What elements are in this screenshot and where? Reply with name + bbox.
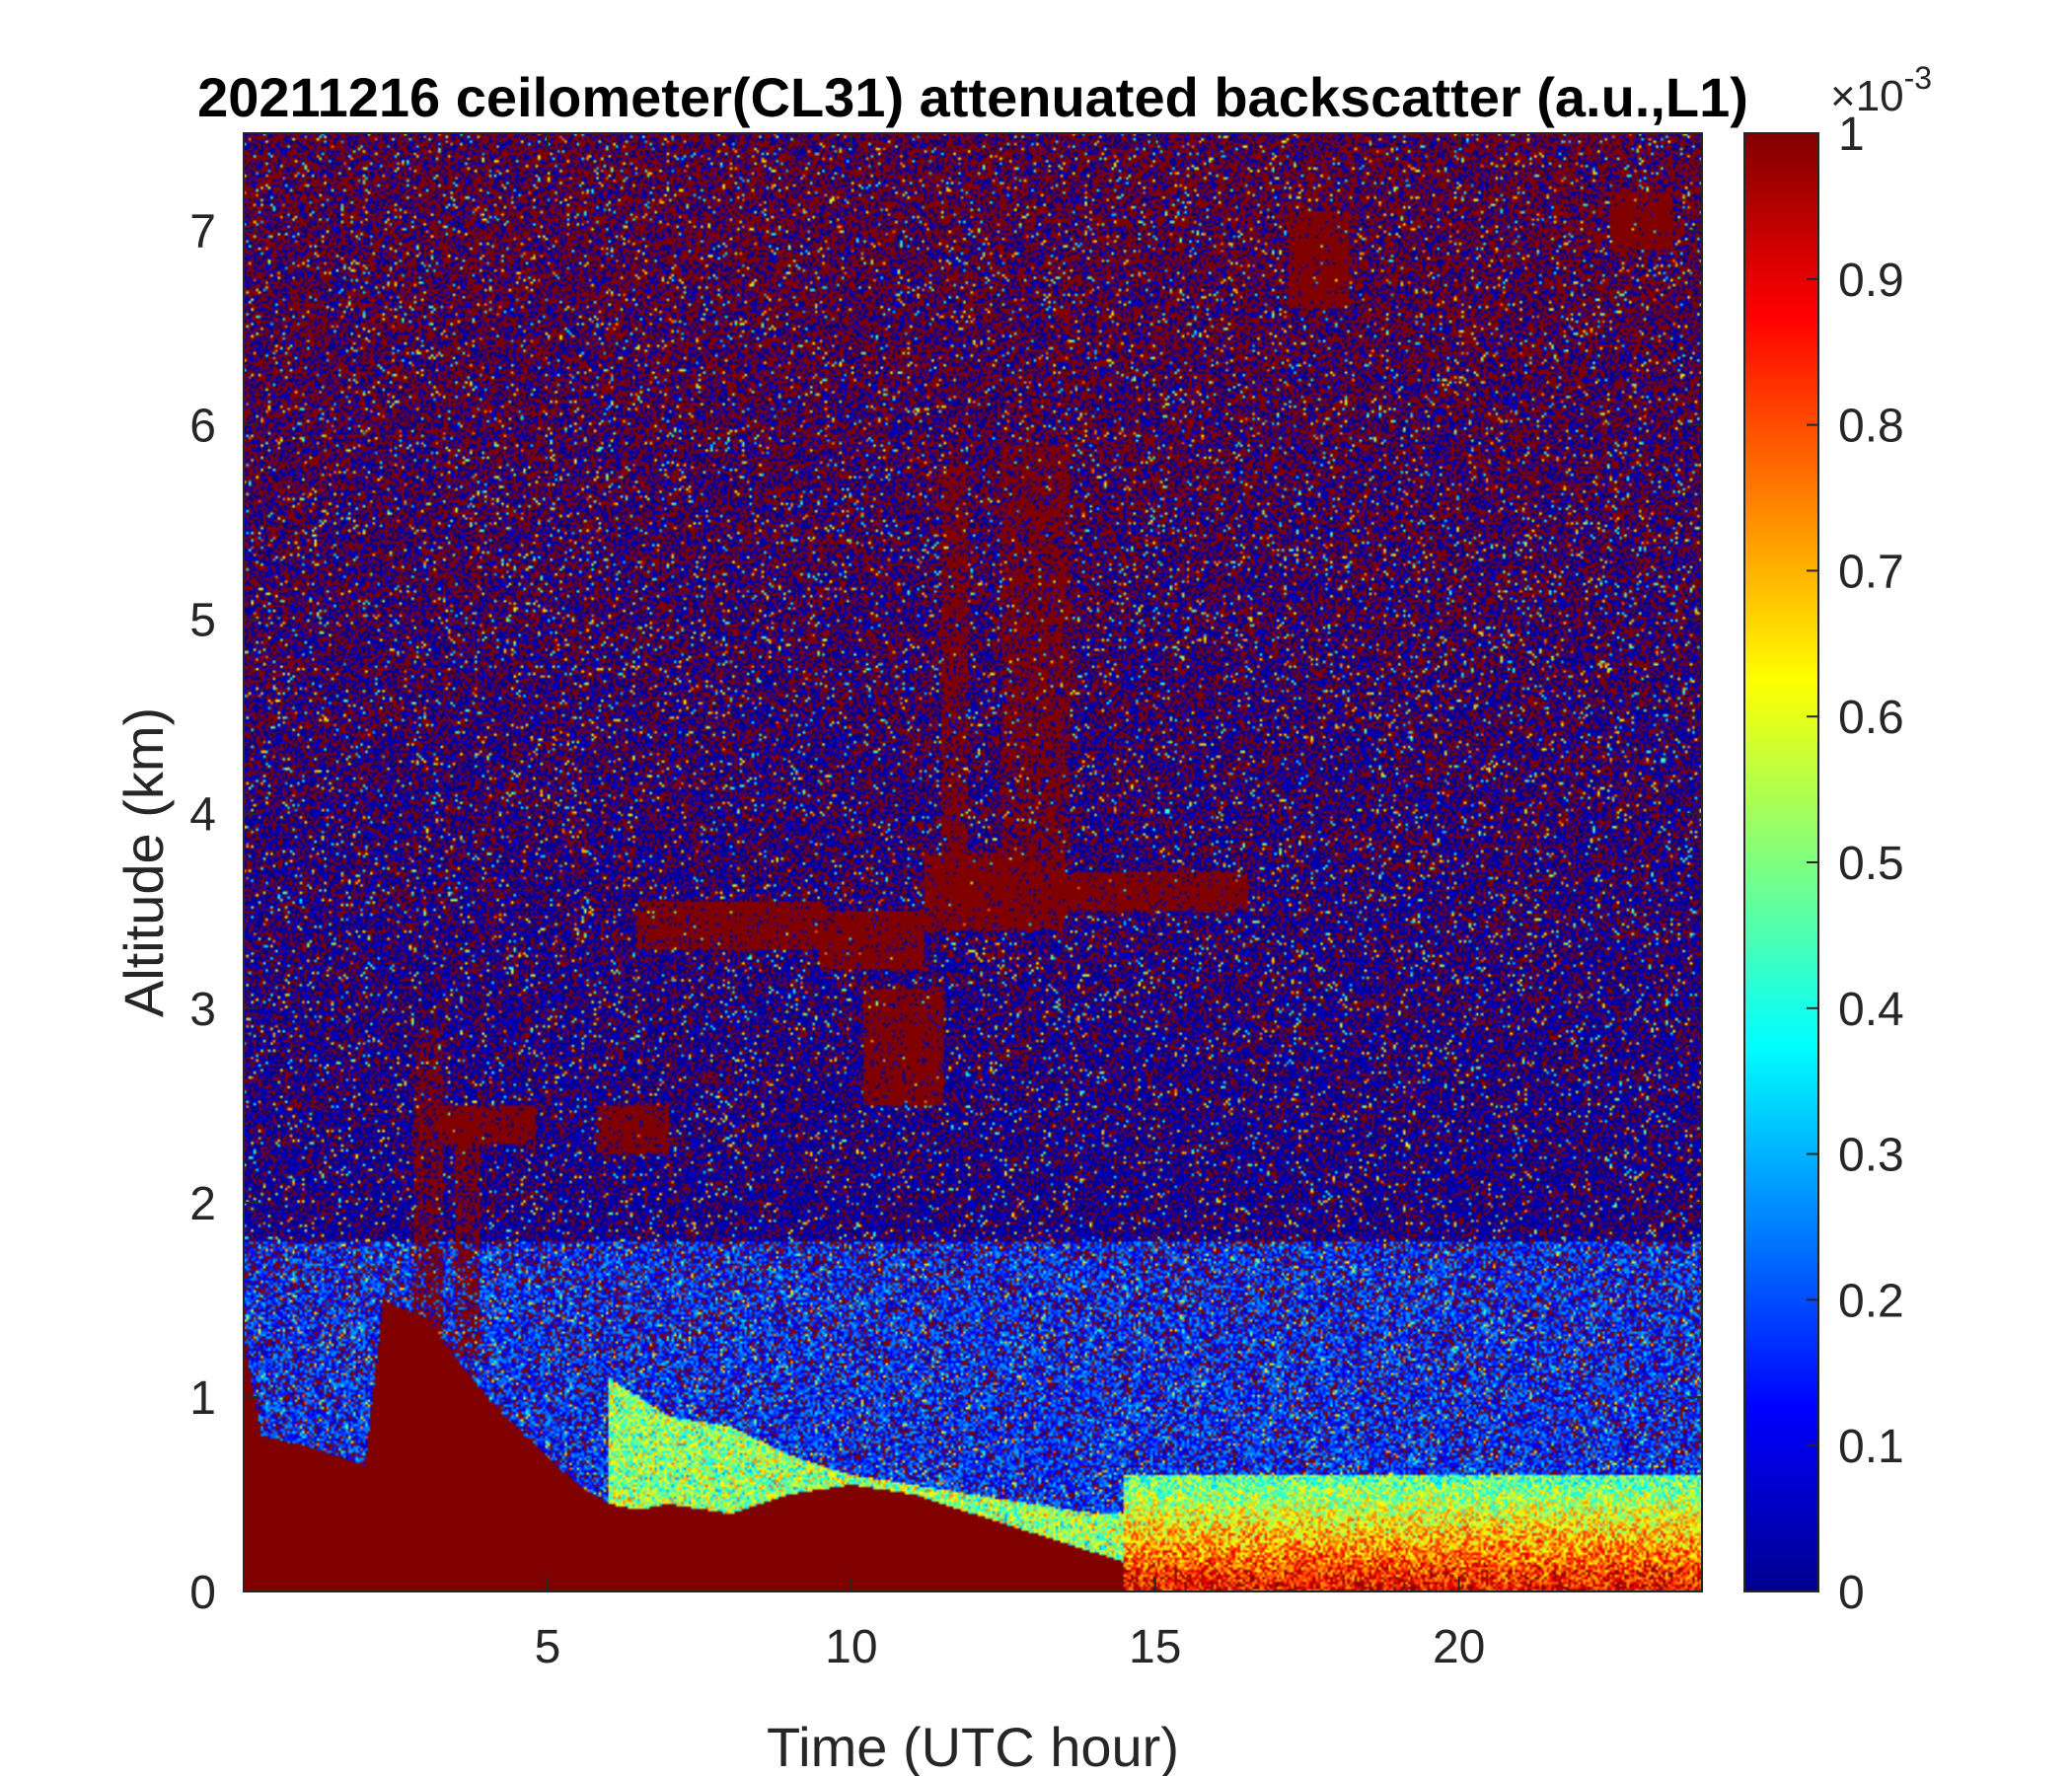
y-tick-label: 3 — [189, 984, 216, 1036]
x-axis-label: Time (UTC hour) — [767, 1716, 1179, 1776]
y-tick-label: 2 — [189, 1178, 216, 1230]
y-tick-label: 7 — [189, 206, 216, 259]
x-tick-label: 15 — [1129, 1621, 1181, 1673]
colorbar-exponent: ×10-3 — [1830, 60, 1932, 120]
x-tick-label: 20 — [1433, 1621, 1485, 1673]
colorbar-tick-label: 0.3 — [1838, 1130, 1904, 1182]
y-axis: 0 1 2 3 4 5 6 7 — [189, 206, 1702, 1619]
colorbar-tick-label: 0.6 — [1838, 692, 1904, 744]
x-tick-label: 5 — [535, 1621, 561, 1673]
colorbar-tick-label: 0.9 — [1838, 255, 1904, 307]
chart-title: 20211216 ceilometer(CL31) attenuated bac… — [197, 66, 1748, 128]
colorbar: 0 0.1 0.2 0.3 0.4 0.5 0.6 0.7 0.8 0.9 1 ×10-3 — [1743, 60, 1932, 1619]
colorbar-tick-label: 0.5 — [1838, 838, 1904, 890]
colorbar-exponent-base: ×10 — [1830, 72, 1904, 120]
colorbar-ticks: 0 0.1 0.2 0.3 0.4 0.5 0.6 0.7 0.8 0.9 1 — [1807, 109, 1904, 1619]
y-tick-label: 6 — [189, 401, 216, 453]
colorbar-tick-label: 0 — [1838, 1567, 1865, 1619]
y-axis-label: Altitude (km) — [112, 707, 175, 1017]
x-axis: 5 10 15 20 — [535, 133, 1485, 1673]
y-tick-label: 0 — [189, 1567, 216, 1619]
colorbar-exponent-power: -3 — [1904, 60, 1932, 96]
plot-area — [243, 132, 1703, 1592]
plot-frame — [243, 132, 1703, 1592]
colorbar-tick-label: 1 — [1838, 109, 1865, 161]
colorbar-tick-label: 0.1 — [1838, 1421, 1904, 1473]
y-tick-label: 4 — [189, 789, 216, 842]
colorbar-tick-label: 0.7 — [1838, 546, 1904, 598]
y-tick-label: 1 — [189, 1372, 216, 1425]
heatmap-image — [244, 133, 1702, 1591]
y-tick-label: 5 — [189, 595, 216, 647]
colorbar-tick-label: 0.2 — [1838, 1275, 1904, 1327]
colorbar-tick-label: 0.8 — [1838, 401, 1904, 453]
colorbar-tick-label: 0.4 — [1838, 984, 1904, 1036]
x-tick-label: 10 — [825, 1621, 877, 1673]
